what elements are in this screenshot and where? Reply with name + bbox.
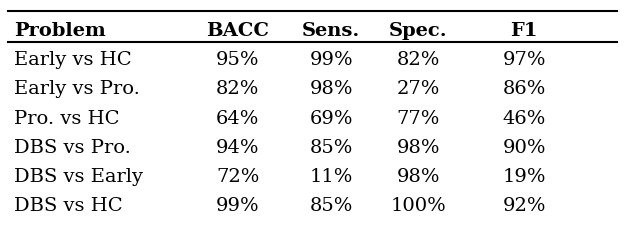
Text: 72%: 72% (216, 167, 259, 185)
Text: 77%: 77% (397, 109, 440, 127)
Text: 99%: 99% (216, 197, 259, 214)
Text: 92%: 92% (503, 197, 546, 214)
Text: 64%: 64% (216, 109, 259, 127)
Text: DBS vs Early: DBS vs Early (14, 167, 143, 185)
Text: Early vs HC: Early vs HC (14, 51, 131, 69)
Text: 94%: 94% (216, 138, 259, 156)
Text: 82%: 82% (216, 80, 259, 98)
Text: 11%: 11% (309, 167, 353, 185)
Text: 99%: 99% (309, 51, 353, 69)
Text: 27%: 27% (397, 80, 440, 98)
Text: DBS vs Pro.: DBS vs Pro. (14, 138, 131, 156)
Text: Early vs Pro.: Early vs Pro. (14, 80, 140, 98)
Text: 98%: 98% (396, 167, 440, 185)
Text: DBS vs HC: DBS vs HC (14, 197, 123, 214)
Text: 85%: 85% (309, 197, 353, 214)
Text: F1: F1 (510, 22, 538, 39)
Text: 86%: 86% (503, 80, 546, 98)
Text: 85%: 85% (309, 138, 353, 156)
Text: 69%: 69% (309, 109, 353, 127)
Text: 90%: 90% (503, 138, 546, 156)
Text: 98%: 98% (309, 80, 353, 98)
Text: 95%: 95% (216, 51, 259, 69)
Text: 97%: 97% (503, 51, 546, 69)
Text: Spec.: Spec. (389, 22, 448, 39)
Text: Problem: Problem (14, 22, 106, 39)
Text: 82%: 82% (397, 51, 440, 69)
Text: BACC: BACC (206, 22, 269, 39)
Text: Pro. vs HC: Pro. vs HC (14, 109, 119, 127)
Text: 46%: 46% (503, 109, 546, 127)
Text: Sens.: Sens. (302, 22, 360, 39)
Text: 100%: 100% (391, 197, 446, 214)
Text: 98%: 98% (396, 138, 440, 156)
Text: 19%: 19% (503, 167, 546, 185)
